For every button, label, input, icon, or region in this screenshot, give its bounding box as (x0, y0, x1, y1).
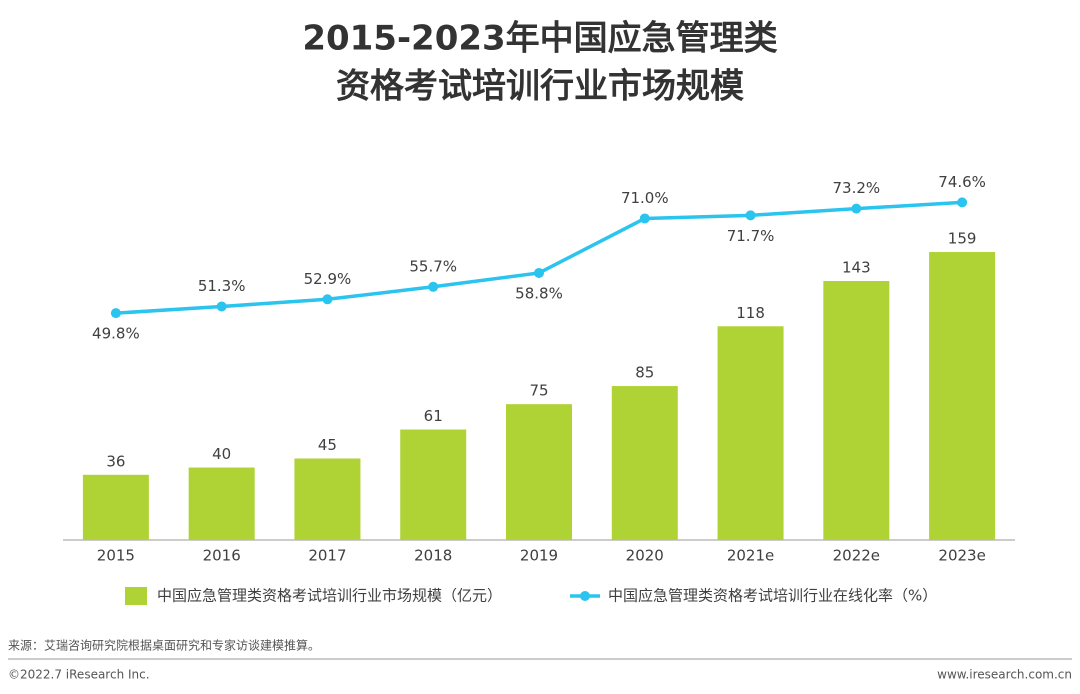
bar-value-label: 36 (106, 452, 125, 470)
x-tick-label: 2015 (97, 547, 135, 565)
bar (611, 386, 678, 540)
x-tick-label: 2016 (203, 547, 241, 565)
bar (717, 326, 784, 540)
x-tick-label: 2020 (626, 547, 664, 565)
bar (294, 458, 361, 540)
line-point (639, 213, 650, 224)
bar-value-label: 40 (212, 445, 231, 463)
bar (929, 252, 996, 541)
line-point (957, 197, 968, 208)
legend-swatch (125, 587, 147, 605)
legend-label: 中国应急管理类资格考试培训行业市场规模（亿元） (157, 587, 502, 605)
line-value-label: 71.0% (621, 189, 669, 207)
bar (506, 404, 572, 540)
line-point (851, 203, 862, 214)
x-tick-label: 2023e (938, 547, 985, 565)
bar-value-label: 75 (529, 382, 548, 400)
x-tick-label: 2021e (727, 547, 774, 565)
line-value-label: 55.7% (409, 257, 457, 275)
bar-value-label: 118 (736, 304, 765, 322)
bar (188, 467, 255, 540)
line-value-label: 52.9% (304, 270, 352, 288)
line-value-label: 73.2% (833, 179, 881, 197)
legend-label: 中国应急管理类资格考试培训行业在线化率（%） (608, 587, 937, 605)
bar (82, 474, 149, 540)
bar-value-label: 143 (842, 259, 871, 277)
line-point (534, 267, 544, 278)
website: www.iresearch.com.cn (937, 668, 1072, 682)
line-value-label: 49.8% (92, 325, 140, 343)
line-value-label: 71.7% (727, 227, 775, 245)
line-point (216, 301, 227, 312)
line-value-label: 58.8% (515, 284, 563, 302)
bar-value-label: 45 (318, 436, 337, 454)
copyright: ©2022.7 iResearch Inc. (8, 668, 150, 682)
x-tick-label: 2017 (308, 547, 346, 565)
line-value-label: 74.6% (938, 173, 986, 191)
source: 来源：艾瑞咨询研究院根据桌面研究和专家访谈建模推算。 (8, 638, 320, 653)
line-value-label: 51.3% (198, 277, 246, 295)
bar-value-label: 159 (948, 230, 977, 248)
line-point (322, 294, 333, 305)
line-point (428, 281, 439, 292)
line-point (110, 308, 121, 319)
bar-value-label: 61 (424, 407, 443, 425)
bar (400, 429, 467, 540)
x-tick-label: 2019 (520, 547, 558, 565)
chart-subtitle: 资格考试培训行业市场规模 (336, 67, 744, 107)
bar-value-label: 85 (635, 364, 654, 382)
x-tick-label: 2018 (414, 547, 452, 565)
legend-swatch (580, 591, 590, 601)
x-tick-label: 2022e (833, 547, 880, 565)
bar (823, 281, 890, 540)
chart-title: 2015-2023年中国应急管理类 (302, 19, 777, 59)
line-point (745, 210, 756, 221)
